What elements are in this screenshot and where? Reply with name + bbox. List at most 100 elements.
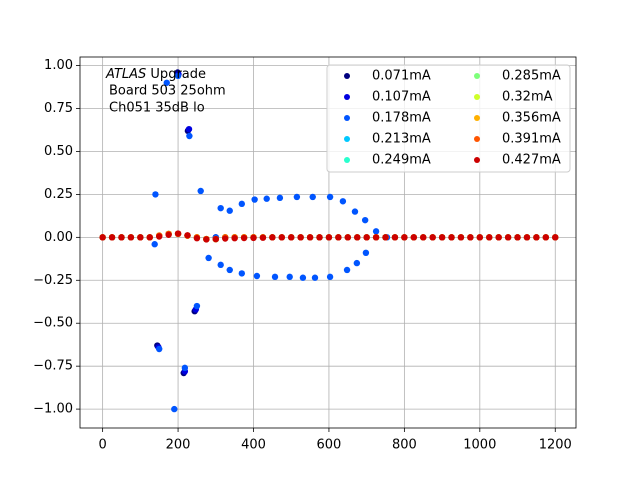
- x-tick-label: 1000: [463, 438, 496, 453]
- legend-label: 0.107mA: [372, 90, 431, 105]
- legend-label: 0.249mA: [372, 153, 431, 168]
- point: [186, 132, 193, 140]
- point: [391, 234, 399, 241]
- point: [410, 234, 418, 241]
- legend-marker: [474, 157, 480, 163]
- point: [401, 234, 408, 241]
- y-tick-label: −0.25: [33, 273, 73, 288]
- point: [354, 234, 361, 241]
- point: [205, 254, 212, 262]
- legend-marker: [344, 115, 350, 121]
- point: [297, 234, 304, 241]
- point: [152, 191, 159, 198]
- point: [344, 234, 352, 241]
- legend-marker: [344, 136, 350, 142]
- point: [203, 236, 210, 243]
- legend-label: 0.32mA: [502, 90, 553, 105]
- legend-marker: [344, 94, 350, 100]
- point: [278, 234, 285, 241]
- point: [495, 234, 502, 241]
- point: [372, 228, 380, 235]
- point: [263, 195, 270, 202]
- point: [306, 234, 314, 241]
- point: [184, 232, 191, 239]
- point: [271, 273, 279, 281]
- y-tick-label: 0.25: [44, 187, 73, 202]
- point: [514, 234, 521, 241]
- legend-label: 0.285mA: [502, 69, 561, 84]
- point: [309, 193, 316, 201]
- plot-area: [99, 69, 559, 413]
- point: [311, 274, 319, 281]
- point: [212, 235, 219, 243]
- point: [240, 234, 248, 242]
- annotation-text: Upgrade: [150, 67, 206, 82]
- point: [165, 231, 172, 238]
- point: [181, 364, 189, 372]
- point: [156, 345, 163, 353]
- point: [504, 234, 512, 241]
- point: [325, 234, 333, 241]
- y-tick-label: 0.50: [44, 144, 73, 159]
- point: [108, 234, 116, 241]
- legend-label: 0.213mA: [372, 132, 431, 147]
- legend-label: 0.178mA: [372, 111, 431, 126]
- point: [174, 72, 182, 80]
- x-tick-label: 1200: [539, 438, 572, 453]
- point: [486, 234, 493, 241]
- legend-label: 0.391mA: [502, 132, 561, 147]
- y-tick-label: −0.75: [33, 359, 73, 374]
- legend-marker: [474, 73, 480, 79]
- point: [420, 234, 427, 241]
- point: [363, 234, 370, 241]
- point: [137, 234, 144, 241]
- point: [156, 233, 163, 240]
- legend-label: 0.071mA: [372, 69, 431, 84]
- point: [185, 125, 193, 133]
- point: [326, 193, 334, 201]
- legend-marker: [474, 136, 480, 142]
- point: [163, 79, 170, 86]
- legend-label: 0.427mA: [502, 153, 561, 168]
- point: [448, 234, 455, 241]
- point: [222, 235, 229, 242]
- point: [238, 270, 246, 277]
- legend-marker: [344, 157, 350, 163]
- x-tick-label: 800: [392, 438, 417, 453]
- point: [288, 234, 295, 241]
- legend-marker: [344, 73, 350, 79]
- legend-label: 0.356mA: [502, 111, 561, 126]
- x-tick-label: 400: [241, 438, 266, 453]
- y-tick-label: −0.50: [33, 316, 73, 331]
- point: [226, 207, 233, 214]
- point: [171, 405, 178, 413]
- axes-frame: [79, 56, 577, 429]
- x-tick-label: 0: [98, 438, 106, 453]
- point: [372, 234, 380, 241]
- point: [238, 200, 246, 208]
- point: [193, 302, 201, 310]
- point: [151, 241, 158, 248]
- point: [217, 261, 224, 269]
- legend-marker: [474, 94, 480, 100]
- point: [361, 216, 369, 224]
- point: [269, 234, 276, 241]
- point: [533, 234, 540, 241]
- point: [251, 196, 258, 203]
- point: [326, 273, 334, 281]
- legend-box: [326, 64, 571, 173]
- point: [174, 230, 182, 237]
- point: [193, 235, 201, 242]
- point: [217, 204, 224, 212]
- point: [351, 208, 359, 215]
- y-tick-label: −1.00: [33, 402, 73, 417]
- point: [362, 249, 370, 257]
- annotation-line: Ch051 35dB lo: [109, 101, 205, 116]
- point: [231, 235, 238, 242]
- y-tick-label: 0.75: [44, 101, 73, 116]
- annotation-line: Board 503 25ohm: [109, 84, 226, 99]
- point: [523, 234, 531, 241]
- legend-marker: [474, 115, 480, 121]
- point: [146, 234, 153, 241]
